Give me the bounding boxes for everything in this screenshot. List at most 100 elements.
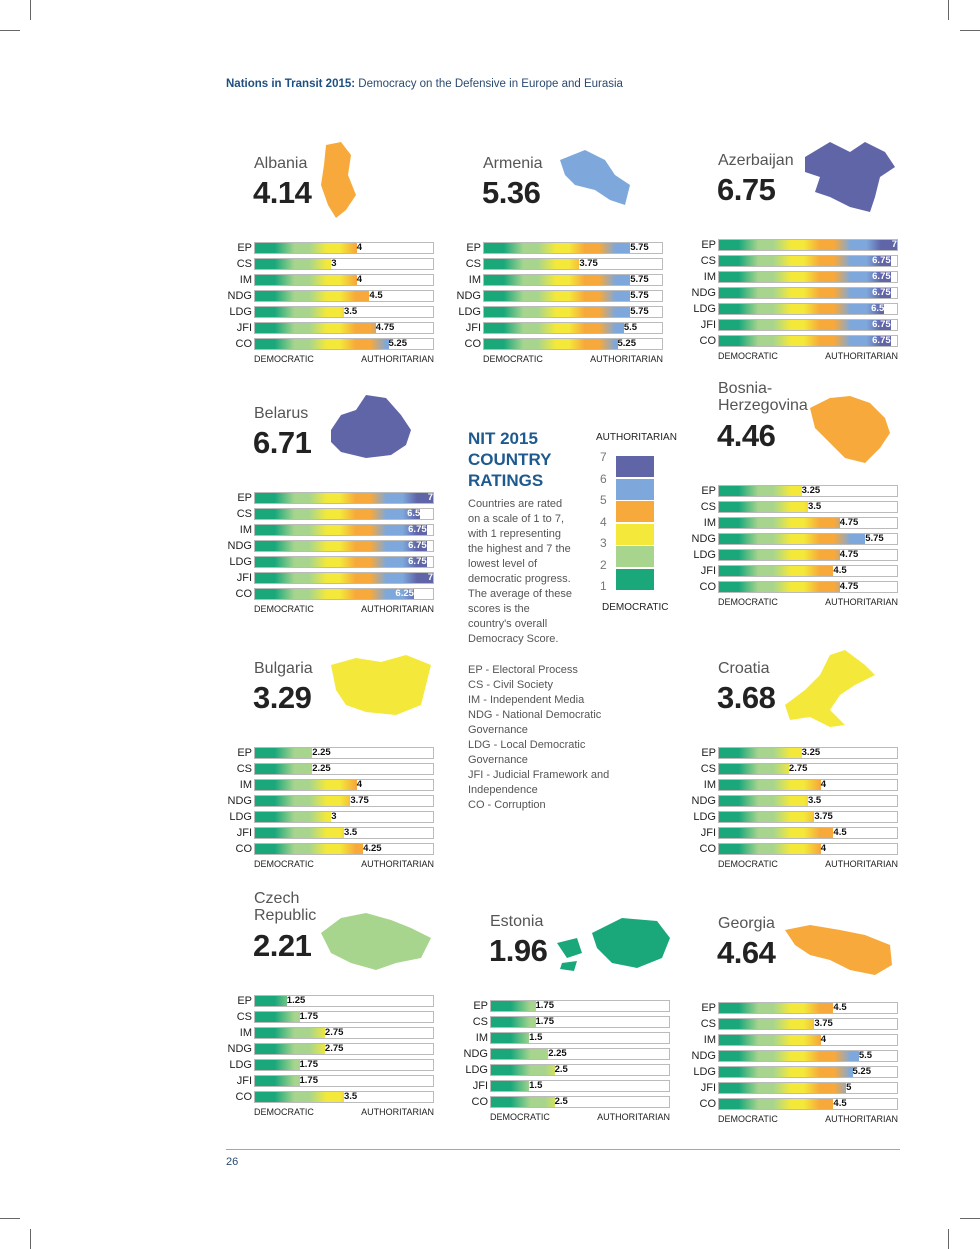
rating-value: 5.25: [852, 1066, 872, 1077]
rating-bar: 4.5: [254, 290, 434, 302]
category-labels: EP CS IM NDG LDG JFI CO: [226, 240, 252, 352]
rating-value: 3.75: [579, 258, 598, 269]
rating-bar: 5: [718, 1082, 898, 1094]
rating-bar: 3: [254, 811, 434, 823]
abbr-item: EP - Electoral Process: [468, 664, 578, 676]
country-shape: [810, 396, 890, 463]
country-name: Belarus: [254, 405, 309, 422]
abbr-item: CS - Civil Society: [468, 679, 553, 691]
category-label: EP: [237, 747, 252, 759]
rating-value: 7: [427, 492, 433, 503]
rating-bar-fill: [491, 1049, 549, 1059]
country-map-belarus: [331, 395, 411, 458]
legend-title: NIT 2015 COUNTRY RATINGS: [468, 429, 552, 490]
rating-value: 1.75: [299, 1059, 319, 1070]
category-labels: EP CS IM NDG LDG JFI CO: [226, 490, 252, 602]
category-label: EP: [473, 1000, 488, 1012]
rating-bars: 7 6.75 6.75 6.75 6.5 6.75 6.75: [718, 239, 898, 351]
category-label: JFI: [700, 827, 716, 839]
rating-value: 6.75: [872, 335, 891, 346]
rating-bar-fill: [484, 323, 624, 333]
legend: NIT 2015 COUNTRY RATINGS Countries are r…: [468, 428, 618, 813]
rating-bar: 5.75: [483, 306, 663, 318]
rating-bar-fill: [484, 259, 580, 269]
country-name: Bulgaria: [254, 660, 313, 677]
rating-bar-fill: [255, 1028, 325, 1038]
rating-bar: 1.5: [490, 1032, 670, 1044]
country-panel: Croatia 3.68 EP CS IM NDG LDG JFI CO 3.25 2.75 4 3.5…: [690, 650, 902, 875]
rating-value: 1.5: [529, 1080, 543, 1091]
category-label: LDG: [458, 306, 481, 318]
rating-value: 3.5: [808, 795, 822, 806]
category-labels: EP CS IM NDG LDG JFI CO: [462, 998, 488, 1110]
democracy-score: 2.21: [253, 928, 312, 963]
category-label: CS: [700, 501, 716, 513]
country-name: Georgia: [718, 915, 775, 932]
rating-bars: 5.75 3.75 5.75 5.75 5.75 5.5 5.25: [483, 242, 663, 354]
rating-bar-fill: [255, 1060, 300, 1070]
abbreviation-list: EP - Electoral Process CS - Civil Societ…: [468, 663, 628, 813]
country-shape: [805, 142, 895, 212]
rating-bar-fill: [255, 748, 313, 758]
rating-bar-fill: [484, 243, 631, 253]
category-label: LDG: [229, 811, 252, 823]
category-label: IM: [239, 524, 252, 536]
rating-bar-fill: [719, 486, 802, 496]
rating-bar: 2.25: [254, 763, 434, 775]
rating-bar: 3.5: [254, 827, 434, 839]
category-labels: EP CS IM NDG LDG JFI CO: [690, 237, 716, 349]
rating-value: 5.75: [630, 242, 649, 253]
rating-bar: 3.75: [254, 795, 434, 807]
democracy-score: 4.46: [717, 418, 776, 453]
rating-bar: 3.75: [718, 1018, 898, 1030]
rating-bar-fill: [255, 259, 332, 269]
rating-value: 1.75: [535, 1000, 555, 1011]
rating-bar-fill: [255, 996, 287, 1006]
abbr-item: CO - Corruption: [468, 799, 546, 811]
rating-bar-fill: [719, 272, 891, 282]
category-label: LDG: [693, 1066, 716, 1078]
scale-bottom-label: DEMOCRATIC: [602, 602, 669, 613]
rating-bar: 4.75: [718, 581, 898, 593]
rating-value: 6.75: [408, 524, 427, 535]
category-label: EP: [701, 485, 716, 497]
rating-value: 6.5: [871, 303, 885, 314]
category-label: EP: [701, 239, 716, 251]
abbr-item: IM - Independent Media: [468, 694, 585, 706]
country-shape: [321, 913, 431, 970]
rating-bar: 5.25: [483, 338, 663, 350]
scale-number: 3: [600, 536, 607, 550]
rating-bar-fill: [491, 1017, 536, 1027]
category-label: CS: [472, 1016, 488, 1028]
axis-right-label: AUTHORITARIAN: [825, 859, 898, 869]
category-label: CS: [236, 508, 252, 520]
rating-value: 6.75: [408, 556, 427, 567]
country-name: Azerbaijan: [718, 152, 794, 169]
axis-left-label: DEMOCRATIC: [490, 1112, 550, 1122]
democracy-score: 1.96: [489, 933, 548, 968]
category-label: JFI: [700, 565, 716, 577]
rating-bar-fill: [719, 1067, 853, 1077]
category-label: CS: [465, 258, 481, 270]
rating-value: 1.25: [286, 995, 306, 1006]
crop-mark: [30, 0, 31, 20]
scale-color-box: [616, 478, 654, 500]
rating-value: 4.5: [833, 1002, 847, 1013]
country-panel: Czech Republic 2.21 EP CS IM NDG LDG JFI CO 1.25 1…: [226, 890, 438, 1123]
category-label: NDG: [227, 540, 252, 552]
rating-bar-fill: [719, 502, 808, 512]
rating-bar: 6.75: [718, 319, 898, 331]
rating-value: 2.25: [548, 1048, 567, 1059]
crop-mark: [30, 1229, 31, 1249]
category-label: CS: [700, 763, 716, 775]
rating-bar: 1.25: [254, 995, 434, 1007]
rating-bar-fill: [719, 1035, 821, 1045]
rating-bar: 4.5: [718, 1002, 898, 1014]
scale-number: 2: [600, 557, 607, 572]
category-label: CO: [699, 843, 717, 855]
rating-bar: 3.25: [718, 747, 898, 759]
category-label: CO: [699, 335, 717, 347]
category-label: LDG: [229, 306, 252, 318]
rating-value: 3.5: [808, 501, 822, 512]
rating-bar-fill: [719, 320, 891, 330]
